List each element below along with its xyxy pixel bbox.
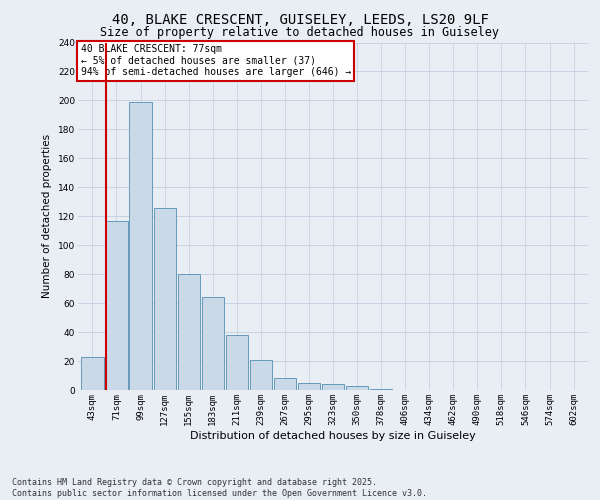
Text: 40 BLAKE CRESCENT: 77sqm
← 5% of detached houses are smaller (37)
94% of semi-de: 40 BLAKE CRESCENT: 77sqm ← 5% of detache… — [80, 44, 351, 78]
Text: 40, BLAKE CRESCENT, GUISELEY, LEEDS, LS20 9LF: 40, BLAKE CRESCENT, GUISELEY, LEEDS, LS2… — [112, 12, 488, 26]
Text: Contains HM Land Registry data © Crown copyright and database right 2025.
Contai: Contains HM Land Registry data © Crown c… — [12, 478, 427, 498]
Bar — [82, 356, 104, 390]
Text: Size of property relative to detached houses in Guiseley: Size of property relative to detached ho… — [101, 26, 499, 39]
Y-axis label: Number of detached properties: Number of detached properties — [43, 134, 52, 298]
Bar — [202, 298, 224, 390]
Bar — [298, 383, 320, 390]
Bar — [274, 378, 296, 390]
Bar — [178, 274, 200, 390]
Bar — [322, 384, 344, 390]
Bar — [370, 388, 392, 390]
Bar — [130, 102, 152, 390]
Bar — [250, 360, 272, 390]
Bar — [346, 386, 368, 390]
Bar — [154, 208, 176, 390]
X-axis label: Distribution of detached houses by size in Guiseley: Distribution of detached houses by size … — [190, 430, 476, 440]
Bar — [226, 335, 248, 390]
Bar — [106, 220, 128, 390]
